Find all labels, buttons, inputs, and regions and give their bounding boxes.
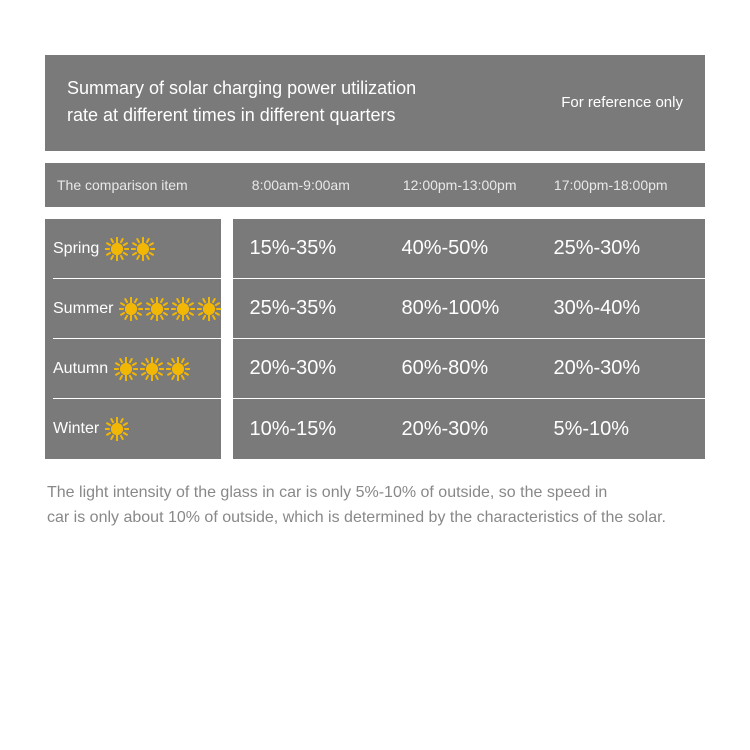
footnote-text: The light intensity of the glass in car … [45, 481, 705, 531]
value-cell: 10%-15% [249, 418, 401, 441]
value-cell: 80%-100% [401, 297, 553, 320]
seasons-column: Spring Summer Autumn Winter [45, 219, 221, 459]
sun-icon [166, 357, 190, 381]
season-label: Spring [53, 240, 99, 258]
sun-icon [131, 237, 155, 261]
header-col-time1: 8:00am-9:00am [252, 177, 403, 193]
sun-icon [171, 297, 195, 321]
value-cell: 30%-40% [553, 297, 705, 320]
value-row: 10%-15%20%-30%5%-10% [233, 399, 705, 459]
value-cell: 20%-30% [249, 357, 401, 380]
value-row: 25%-35%80%-100%30%-40% [233, 279, 705, 339]
value-cell: 20%-30% [553, 357, 705, 380]
value-row: 15%-35%40%-50%25%-30% [233, 219, 705, 279]
sun-icon-group [105, 417, 129, 441]
title-bar: Summary of solar charging power utilizat… [45, 55, 705, 151]
sun-icon [119, 297, 143, 321]
season-label: Summer [53, 300, 113, 318]
value-cell: 40%-50% [401, 237, 553, 260]
title-note: For reference only [541, 94, 683, 111]
sun-icon-group [114, 357, 190, 381]
footnote-line2: car is only about 10% of outside, which … [47, 509, 666, 526]
sun-icon [145, 297, 169, 321]
value-cell: 25%-30% [553, 237, 705, 260]
header-col-time3: 17:00pm-18:00pm [554, 177, 705, 193]
values-column: 15%-35%40%-50%25%-30%25%-35%80%-100%30%-… [233, 219, 705, 459]
sun-icon-group [105, 237, 155, 261]
header-col-time2: 12:00pm-13:00pm [403, 177, 554, 193]
season-label: Winter [53, 420, 99, 438]
title-text: Summary of solar charging power utilizat… [67, 75, 416, 129]
season-row: Winter [53, 399, 221, 459]
value-cell: 25%-35% [249, 297, 401, 320]
value-cell: 15%-35% [249, 237, 401, 260]
season-row: Summer [53, 279, 221, 339]
value-cell: 20%-30% [401, 418, 553, 441]
value-cell: 5%-10% [553, 418, 705, 441]
sun-icon [114, 357, 138, 381]
season-row: Autumn [53, 339, 221, 399]
value-row: 20%-30%60%-80%20%-30% [233, 339, 705, 399]
title-line1: Summary of solar charging power utilizat… [67, 78, 416, 98]
title-line2: rate at different times in different qua… [67, 105, 396, 125]
column-header-row: The comparison item 8:00am-9:00am 12:00p… [45, 163, 705, 207]
sun-icon [105, 417, 129, 441]
sun-icon [197, 297, 221, 321]
footnote-line1: The light intensity of the glass in car … [47, 484, 607, 501]
season-row: Spring [53, 219, 221, 279]
sun-icon [140, 357, 164, 381]
value-cell: 60%-80% [401, 357, 553, 380]
header-col-item: The comparison item [53, 177, 252, 193]
data-table: SpringSummerAutumnWinter 15%-35%40%-50%2… [45, 219, 705, 459]
sun-icon [105, 237, 129, 261]
season-label: Autumn [53, 360, 108, 378]
sun-icon-group [119, 297, 221, 321]
